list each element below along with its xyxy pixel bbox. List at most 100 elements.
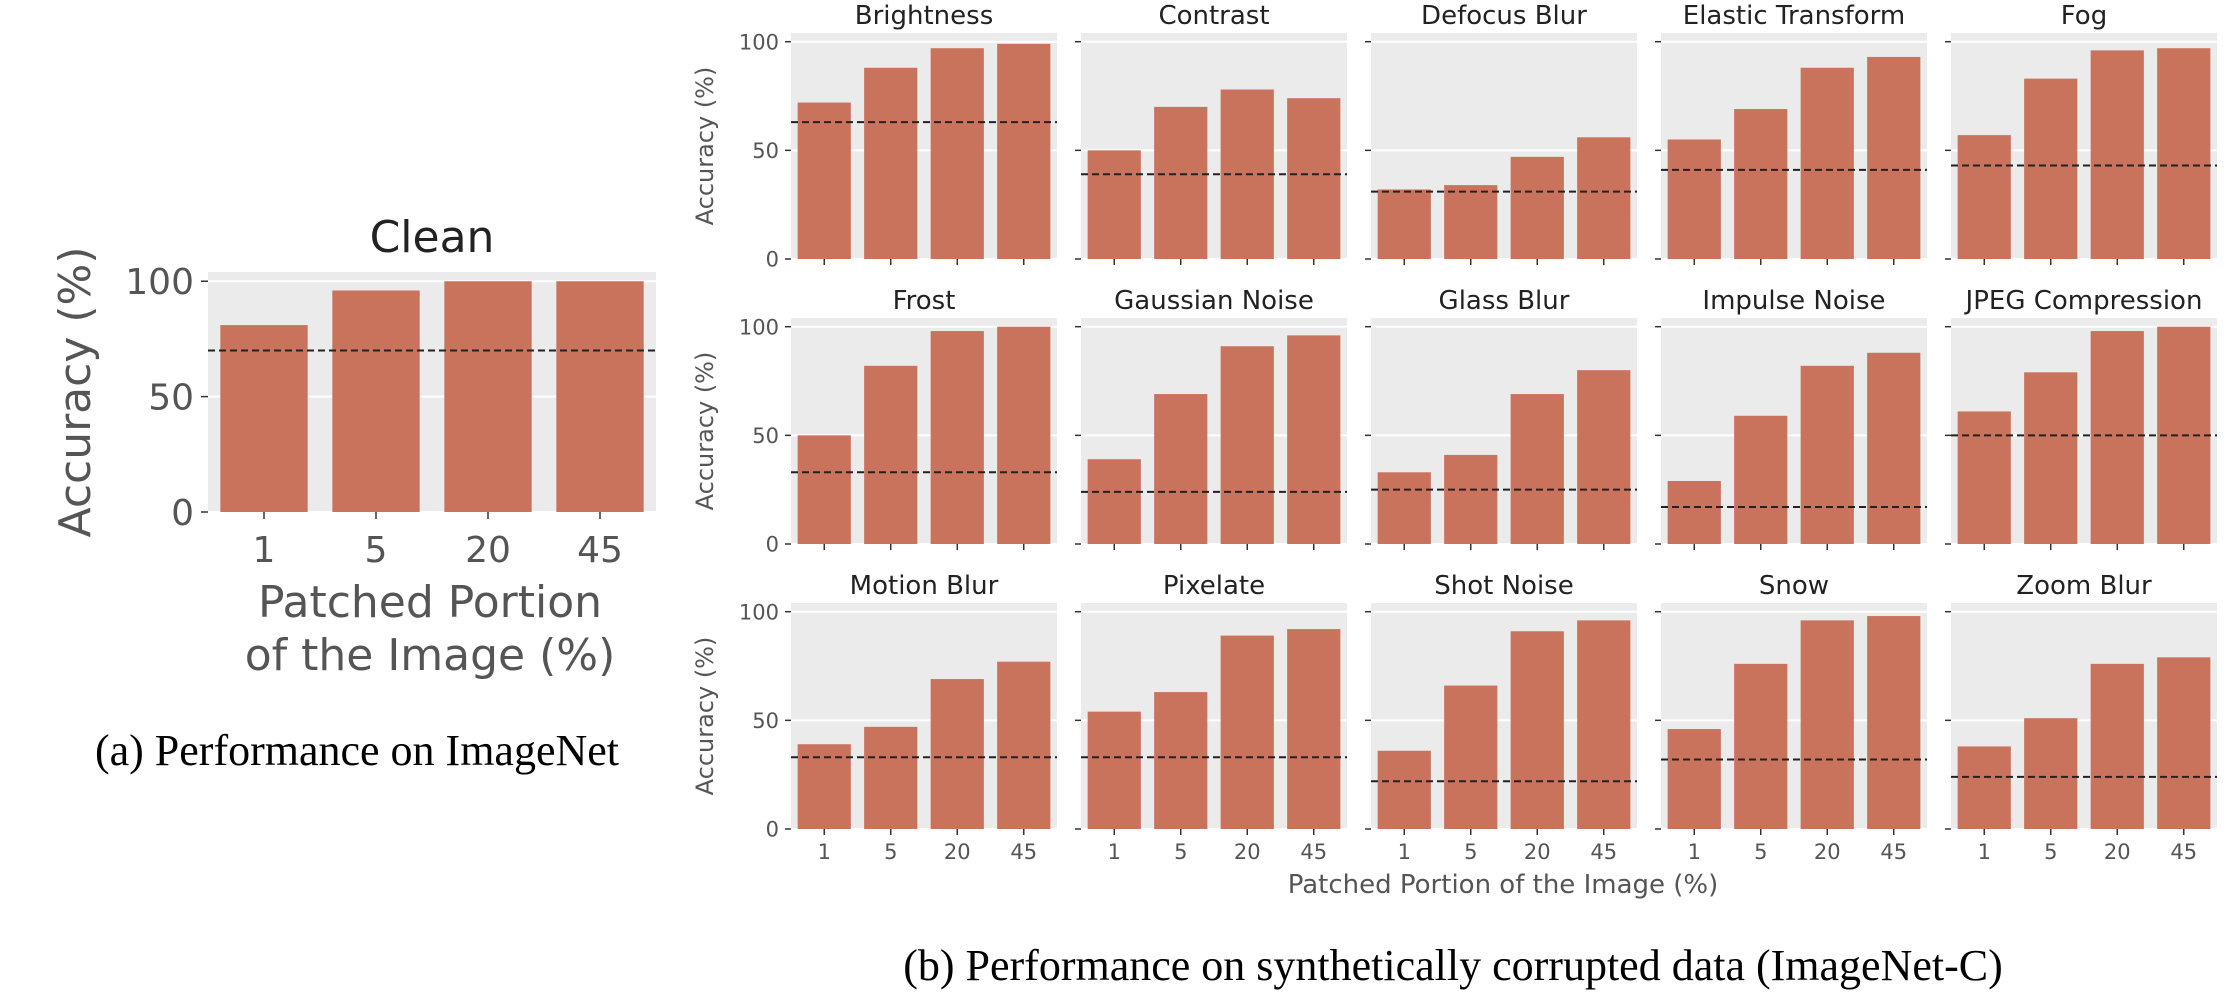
x-tick-label: 1 [253,530,276,571]
bar [1667,139,1721,259]
panel-title: Zoom Blur [2016,571,2152,601]
y-tick-label: 100 [739,600,779,624]
panel-title: Shot Noise [1434,571,1573,601]
bar [997,661,1051,829]
bar [1577,620,1631,829]
panel-title: Motion Blur [850,571,999,601]
chart-panel: 1 5 20 45 Pixelate [1075,571,1347,864]
bar [1087,150,1141,259]
x-tick-label: 20 [1234,840,1261,864]
x-tick-label: 20 [1814,840,1841,864]
bar [1667,480,1721,544]
bar [1087,459,1141,544]
bar [1667,729,1721,829]
y-axis-label: Accuracy (%) [691,352,719,511]
x-tick-label: 45 [1300,840,1327,864]
panel-title: Impulse Noise [1702,286,1885,316]
x-tick-label: 1 [1978,840,1991,864]
bar [1577,137,1631,259]
x-axis-label-line2: of the Image (%) [245,630,616,681]
y-tick-label: 50 [752,709,779,733]
bar [1287,335,1341,544]
bar [1154,394,1208,544]
bar [864,726,918,829]
panel-title: Glass Blur [1439,286,1570,316]
bar [1377,472,1431,544]
bar [1867,616,1921,829]
bar [1957,135,2011,259]
bar [2157,48,2211,259]
chart-panel: 1 5 20 45 Zoom Blur [1945,571,2217,864]
x-tick-label: 5 [365,530,388,571]
bar [2024,78,2078,259]
x-tick-label: 1 [1398,840,1411,864]
chart-panel: 0 50 100 Brightness Accuracy (%) [691,1,1057,272]
chart-panel: JPEG Compression [1945,286,2217,550]
bar [2024,718,2078,829]
y-axis-label: Accuracy (%) [691,67,719,226]
x-tick-label: 45 [1590,840,1617,864]
chart-panel: 1 5 20 45 Snow [1655,571,1927,864]
x-tick-label: 45 [577,530,623,571]
x-axis-label: Patched Portion of the Image (%) [1288,870,1719,900]
chart-panel: Contrast [1075,1,1347,265]
x-tick-label: 1 [1688,840,1701,864]
bar [1377,750,1431,829]
x-tick-label: 5 [884,840,897,864]
panel-title: Contrast [1158,1,1269,31]
bar [1734,109,1788,259]
x-tick-label: 5 [2044,840,2057,864]
bar [1154,106,1208,259]
y-axis-label: Accuracy (%) [50,246,101,537]
panel-title: JPEG Compression [1964,286,2203,316]
panel-title: Gaussian Noise [1114,286,1314,316]
bar [2024,372,2078,544]
y-axis-label: Accuracy (%) [691,637,719,796]
bar [1957,746,2011,829]
y-tick-label: 0 [766,248,779,272]
bar [1510,156,1564,259]
bar [864,365,918,544]
bar [1087,711,1141,829]
chart-panel: Defocus Blur [1365,1,1637,265]
bar [1444,685,1498,829]
bar [1377,189,1431,259]
bar [2157,657,2211,829]
bar [1800,620,1854,829]
panel-title: Clean [370,212,495,263]
caption-b: (b) Performance on synthetically corrupt… [903,941,2003,990]
y-tick-label: 50 [752,139,779,163]
y-tick-label: 0 [766,533,779,557]
bar [1734,415,1788,544]
y-tick-label: 100 [739,315,779,339]
y-tick-label: 50 [752,424,779,448]
y-tick-label: 100 [739,30,779,54]
bar [556,281,644,512]
x-tick-label: 20 [2104,840,2131,864]
bar [1287,98,1341,259]
bar [1577,370,1631,544]
x-tick-label: 45 [1880,840,1907,864]
bar [1287,629,1341,829]
bar [930,331,984,544]
bar [444,281,532,512]
y-tick-label: 0 [171,493,194,534]
bar [930,679,984,829]
chart-panel: Gaussian Noise [1075,286,1347,550]
x-tick-label: 1 [818,840,831,864]
chart-panel: 1 5 20 45 0 50 100 Motion Blur Accuracy (%) [691,571,1057,864]
panel-title: Elastic Transform [1683,1,1905,31]
bar [1444,185,1498,259]
panel-title: Brightness [855,1,994,31]
bar [1510,631,1564,829]
x-tick-label: 45 [1010,840,1037,864]
chart-panel: Elastic Transform [1655,1,1927,265]
panel-title: Fog [2061,1,2107,31]
x-tick-label: 20 [1524,840,1551,864]
bar [1800,365,1854,544]
y-tick-label: 0 [766,818,779,842]
bar [2090,50,2144,260]
panel-title: Pixelate [1163,571,1265,601]
bar [797,435,851,544]
x-tick-label: 5 [1174,840,1187,864]
